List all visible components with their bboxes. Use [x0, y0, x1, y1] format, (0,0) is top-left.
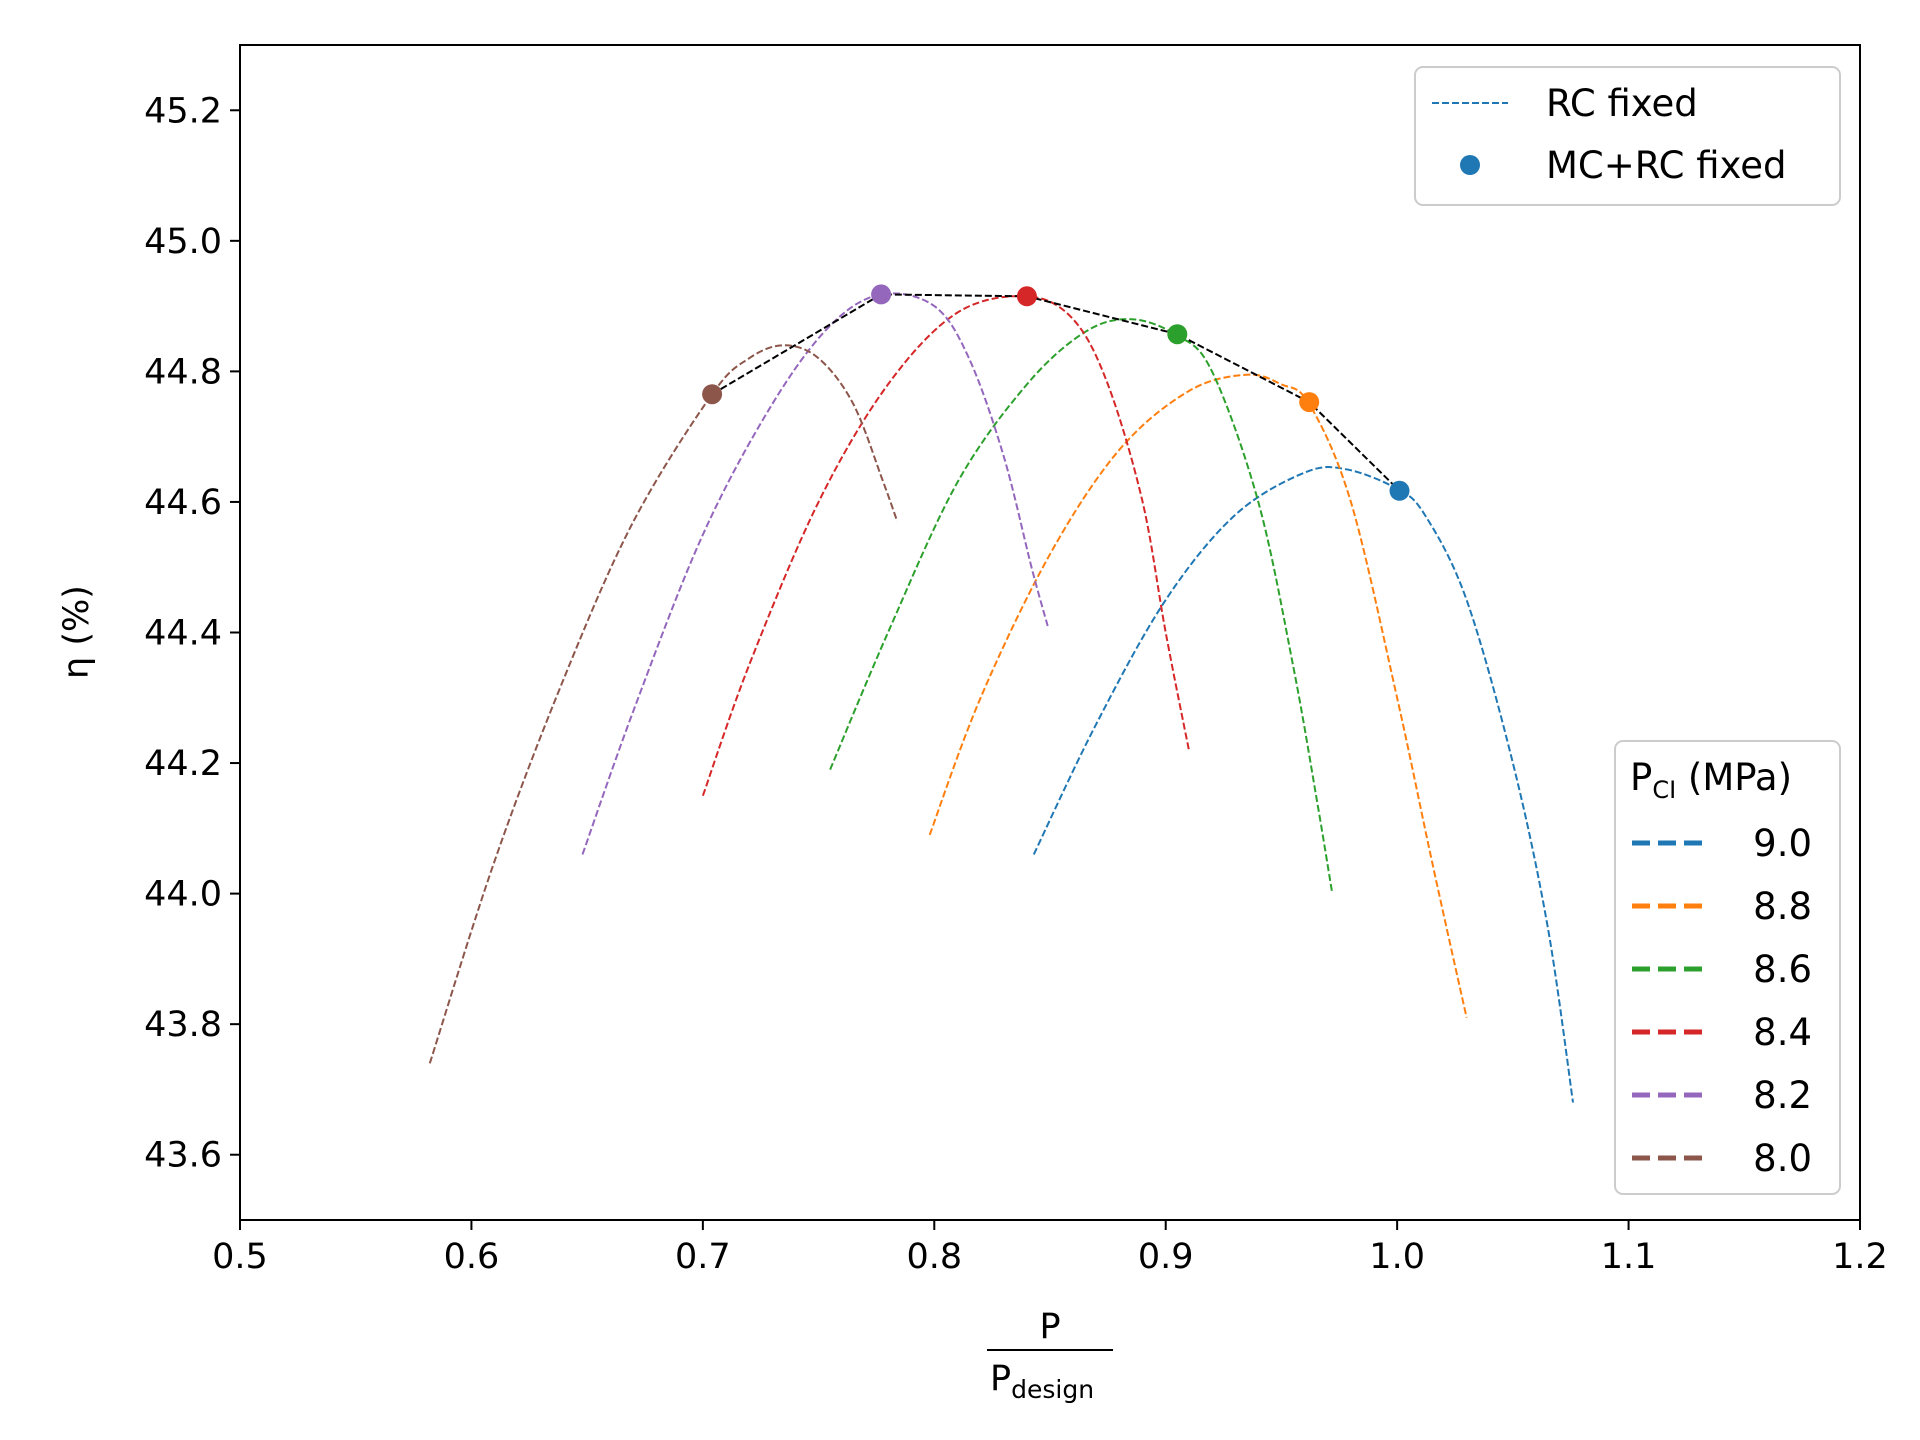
series-line-8-2: [581, 292, 1049, 855]
optimum-point-2: [1016, 286, 1037, 307]
y-tick-label: 44.2: [144, 744, 222, 784]
legend-bottom: PCI (MPa) 9.0 8.8 8.6 8.4 8.2 8.0: [1614, 740, 1841, 1195]
legend-label-8-8: 8.8: [1753, 885, 1812, 928]
legend-top-frame: [1414, 66, 1841, 206]
legend-mc-rc-fixed-label: MC+RC fixed: [1546, 144, 1787, 187]
legend-bottom-entries: 9.0 8.8 8.6 8.4 8.2 8.0: [1632, 822, 1812, 1180]
y-tick-label: 44.8: [144, 352, 222, 392]
legend-label-8-6: 8.6: [1753, 948, 1812, 991]
x-tick-label: 0.9: [1138, 1237, 1194, 1277]
x-tick-label: 1.2: [1832, 1237, 1888, 1277]
legend-label-8-4: 8.4: [1753, 1011, 1812, 1054]
series-curves: [428, 292, 1574, 1103]
optimum-point-0: [702, 384, 723, 405]
legend-top: RC fixed MC+RC fixed: [1414, 66, 1841, 206]
optimum-line: [711, 293, 1401, 492]
optimum-point-3: [1167, 324, 1188, 345]
y-tick-label: 43.8: [144, 1005, 222, 1045]
y-tick-label: 44.6: [144, 483, 222, 523]
series-line-9-0: [1032, 466, 1574, 1103]
x-axis-label: P Pdesign: [987, 1307, 1113, 1404]
legend-bottom-frame: [1614, 740, 1841, 1195]
x-axis-label-denominator: Pdesign: [990, 1359, 1094, 1404]
y-tick-label: 44.4: [144, 614, 222, 654]
legend-label-9-0: 9.0: [1753, 822, 1812, 865]
y-tick-label: 44.0: [144, 875, 222, 915]
x-tick-label: 1.0: [1369, 1237, 1425, 1277]
x-axis-label-numerator: P: [1039, 1307, 1060, 1347]
series-line-8-6: [829, 318, 1334, 894]
series-line-8-8: [928, 373, 1468, 1018]
y-axis-ticks: 43.6 43.8 44.0 44.2 44.4 44.6 44.8 45.0 45.2: [144, 91, 240, 1176]
series-line-8-0: [428, 344, 899, 1064]
optimum-point-1: [871, 284, 892, 305]
x-tick-label: 0.7: [675, 1237, 731, 1277]
x-tick-label: 0.8: [906, 1237, 962, 1277]
optimum-point-4: [1299, 392, 1320, 413]
series-line-8-4: [701, 295, 1190, 797]
x-tick-label: 0.5: [212, 1237, 268, 1277]
optimum-point-5: [1389, 480, 1410, 501]
y-tick-label: 43.6: [144, 1136, 222, 1176]
optimum-curve: [702, 284, 1410, 501]
y-tick-label: 45.0: [144, 222, 222, 262]
x-tick-label: 0.6: [444, 1237, 500, 1277]
legend-label-8-0: 8.0: [1753, 1137, 1812, 1180]
legend-rc-fixed-label: RC fixed: [1546, 82, 1698, 125]
legend-bottom-title: PCI (MPa): [1630, 756, 1792, 804]
y-tick-label: 45.2: [144, 91, 222, 131]
y-axis-label: η (%): [57, 585, 97, 679]
legend-mc-rc-fixed-marker: [1460, 155, 1480, 175]
x-axis-ticks: 0.5 0.6 0.7 0.8 0.9 1.0 1.1 1.2: [212, 1220, 1888, 1277]
legend-label-8-2: 8.2: [1753, 1074, 1812, 1117]
x-tick-label: 1.1: [1601, 1237, 1657, 1277]
